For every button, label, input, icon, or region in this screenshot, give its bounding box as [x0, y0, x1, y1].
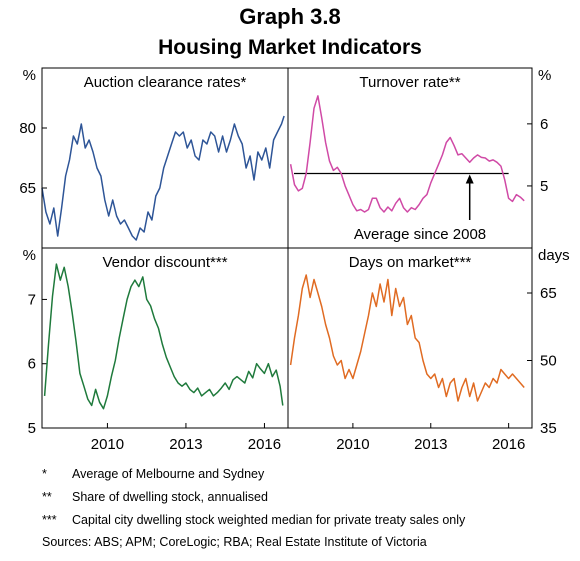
- panel-title-top-left: Auction clearance rates*: [84, 74, 247, 91]
- series-line-top-right: [289, 95, 525, 213]
- xtick-label: 2013: [414, 436, 447, 453]
- ytick-label: 5: [28, 420, 36, 437]
- note-3: *** Capital city dwelling stock weighted …: [42, 512, 465, 528]
- ytick-label: 65: [540, 285, 557, 302]
- panel-title-bottom-right: Days on market***: [349, 254, 472, 271]
- ytick-label: 6: [540, 116, 548, 133]
- xtick-label: 2010: [336, 436, 369, 453]
- unit-label-top-left: %: [23, 67, 36, 84]
- graph-title: Housing Market Indicators: [158, 36, 422, 59]
- ytick-label: 35: [540, 420, 557, 437]
- xtick-label: 2016: [248, 436, 281, 453]
- unit-label-bottom-right: days: [538, 247, 570, 264]
- series-line-top-left: [41, 115, 285, 241]
- panel-title-bottom-left: Vendor discount***: [102, 254, 227, 271]
- panel-bottom-right: Days on market*** 35 50 65 days 2010 2013 2016: [289, 247, 570, 453]
- note-2-text: Share of dwelling stock, annualised: [72, 490, 268, 504]
- ytick-label: 50: [540, 353, 557, 370]
- panel-bottom-left: Vendor discount*** 5 6 7% 2010 2013 2016: [23, 247, 284, 453]
- reference-line-label: Average since 2008: [354, 226, 486, 243]
- note-3-text: Capital city dwelling stock weighted med…: [72, 513, 466, 527]
- ytick-label: 80: [19, 120, 36, 137]
- note-3-mark: ***: [42, 513, 57, 527]
- xtick-label: 2013: [169, 436, 202, 453]
- xtick-label: 2010: [91, 436, 124, 453]
- note-1: * Average of Melbourne and Sydney: [42, 466, 264, 482]
- note-1-mark: *: [42, 467, 47, 481]
- unit-label-bottom-left: %: [23, 247, 36, 264]
- ytick-label: 5: [540, 178, 548, 195]
- series-line-bottom-left: [43, 263, 284, 410]
- note-2: ** Share of dwelling stock, annualised: [42, 489, 268, 505]
- note-1-text: Average of Melbourne and Sydney: [72, 467, 265, 481]
- panel-top-right: Turnover rate** 5 6% Average since 2008: [289, 67, 551, 243]
- ytick-label: 7: [28, 291, 36, 308]
- note-2-mark: **: [42, 490, 52, 504]
- graph-number: Graph 3.8: [239, 4, 341, 29]
- panel-title-top-right: Turnover rate**: [359, 74, 460, 91]
- ytick-label: 6: [28, 356, 36, 373]
- unit-label-top-right: %: [538, 67, 551, 84]
- ytick-label: 65: [19, 180, 36, 197]
- sources: Sources: ABS; APM; CoreLogic; RBA; Real …: [42, 535, 427, 549]
- panel-top-left: Auction clearance rates* 65 80%: [19, 67, 285, 241]
- xtick-label: 2016: [492, 436, 525, 453]
- arrow-head: [465, 174, 474, 184]
- series-line-bottom-right: [289, 274, 525, 402]
